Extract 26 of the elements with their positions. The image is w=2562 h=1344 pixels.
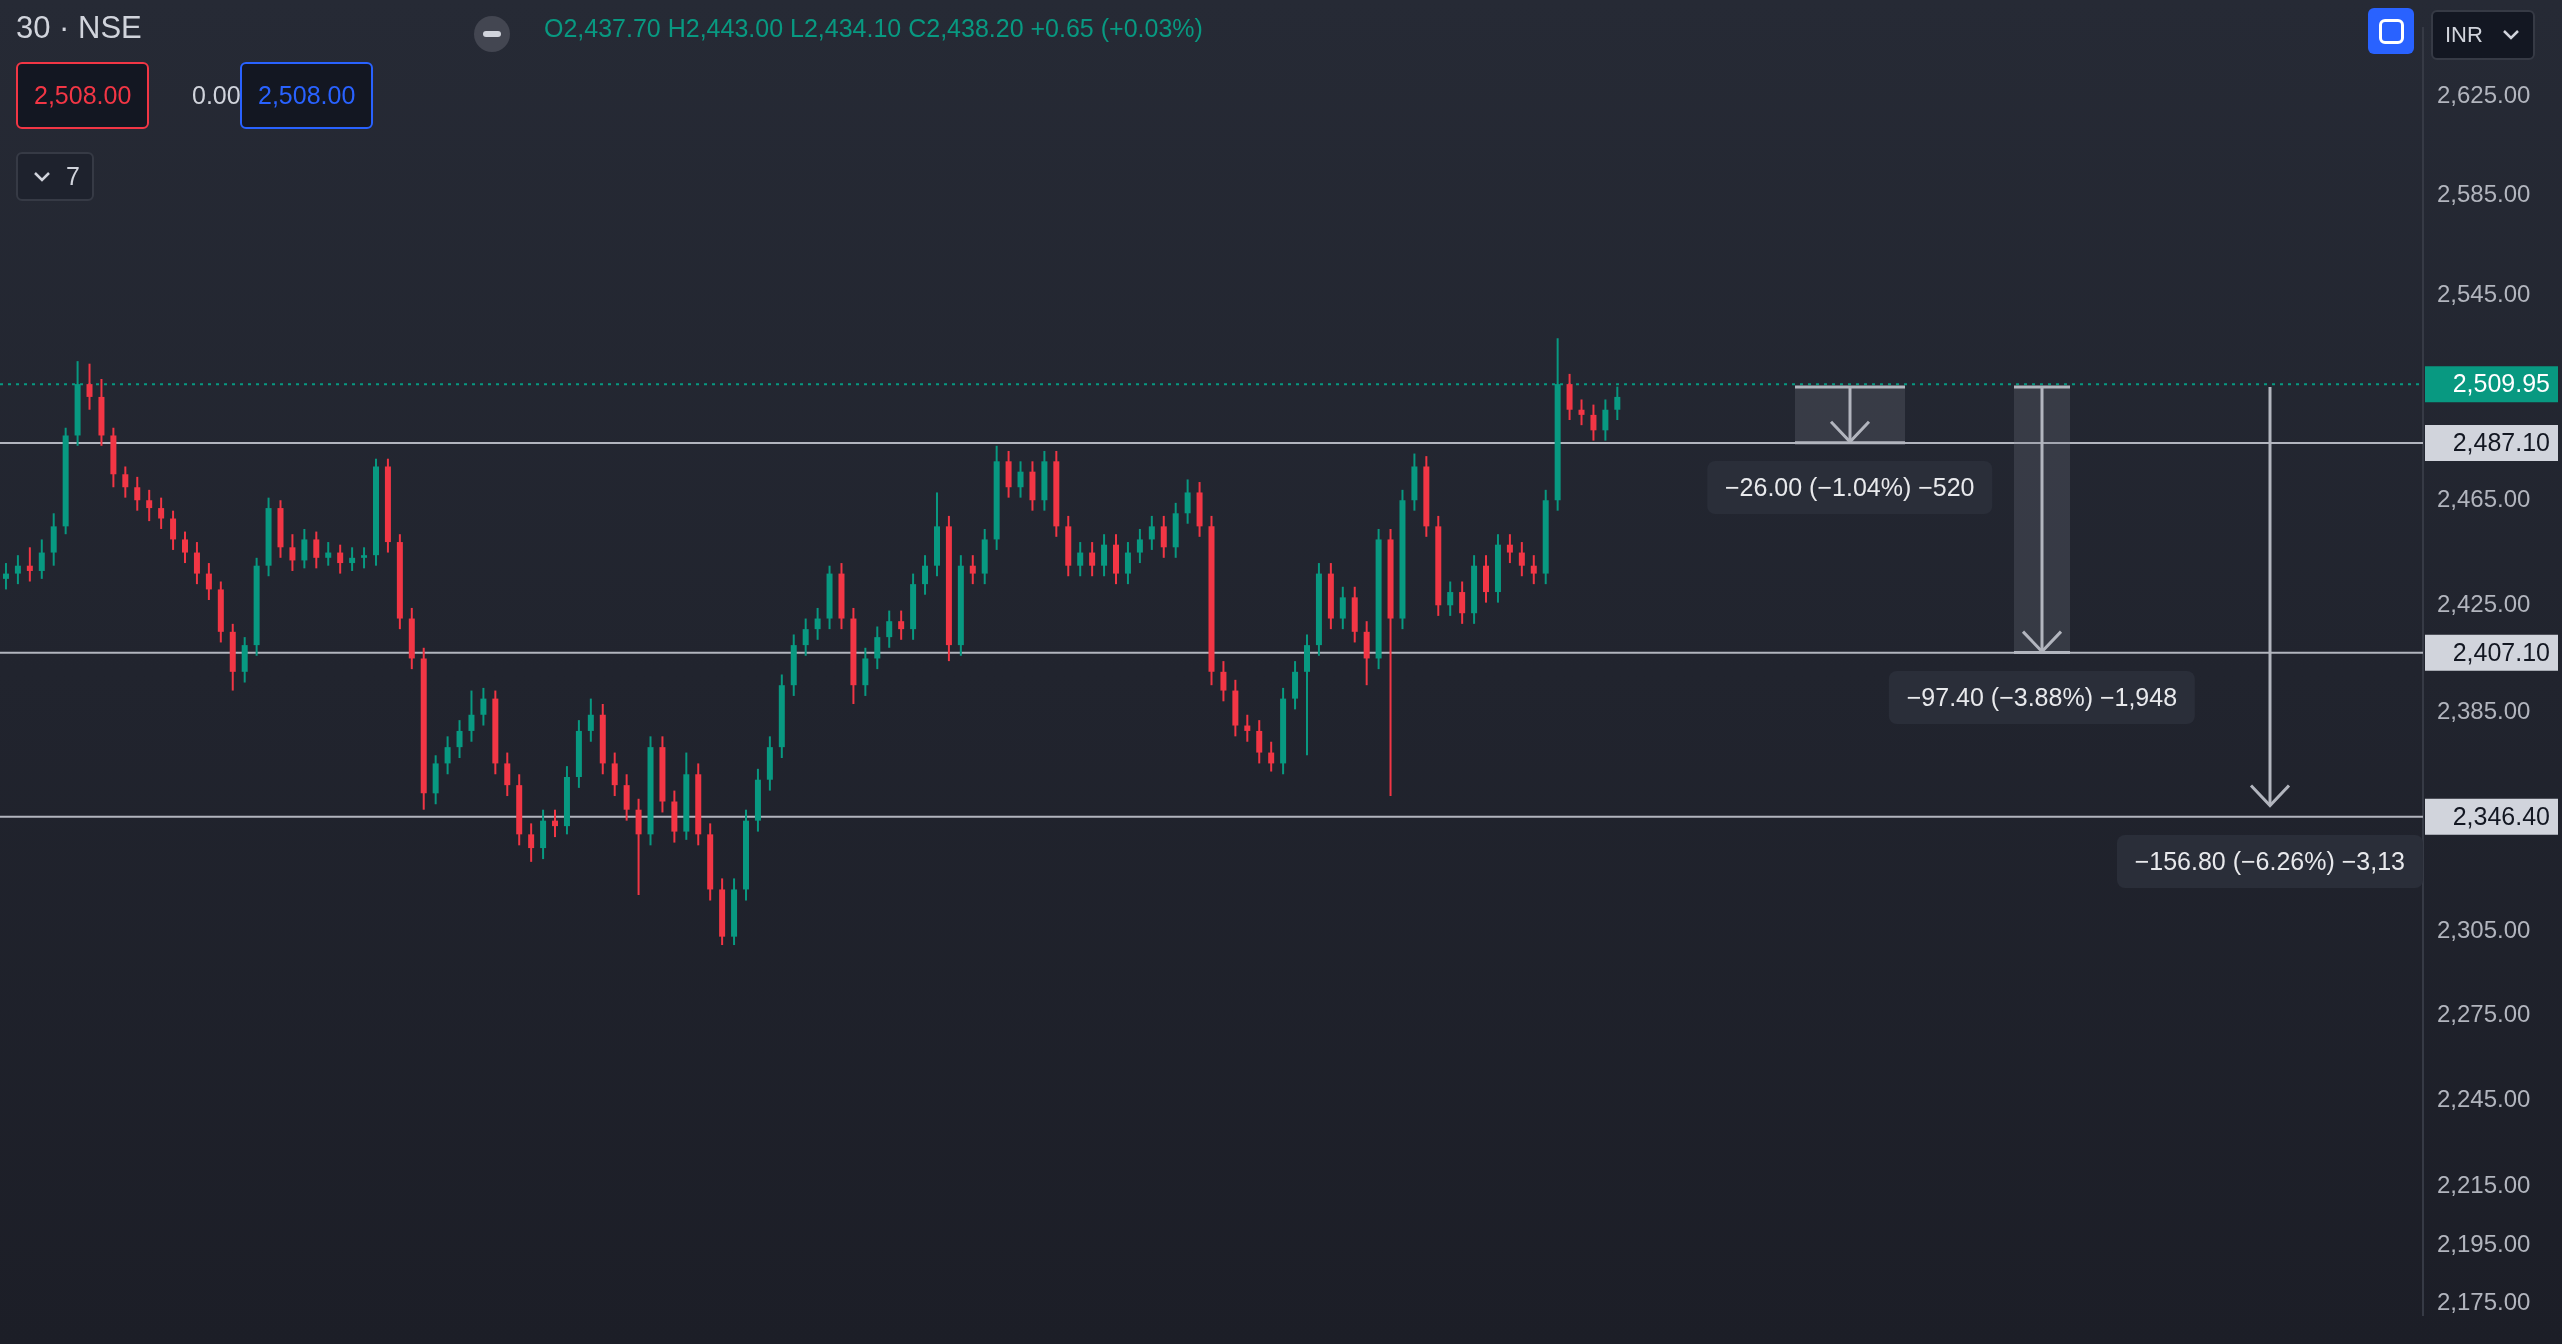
y-tick-label: 2,625.00 [2437,81,2531,109]
ref-line-label: 2,346.40 [2452,801,2550,830]
annotation: −97.40 (−3.88%) −1,948 [1888,670,2196,724]
y-tick-label: 2,545.00 [2437,279,2531,307]
text: INR [2445,22,2483,47]
y-tick-label: 2,425.00 [2437,589,2531,617]
y-tick-label: 2,275.00 [2437,999,2531,1027]
y-tick-label: 2,175.00 [2437,1288,2531,1316]
chart-title: 30 · NSE [16,10,142,46]
chart-subtitle: O2,437.70 H2,443.00 L2,434.10 C2,438.20 +0.65 (+0.03%) [544,14,1203,43]
ref-line-label: 2,509.95 [2452,369,2550,398]
y-tick-label: 2,305.00 [2437,915,2531,943]
annotation: 7 [66,162,80,190]
annotation: −26.00 (−1.04%) −520 [1707,460,1993,514]
ref-line-label: 2,407.10 [2452,637,2550,666]
y-tick-label: 2,585.00 [2437,179,2531,207]
y-tick-label: 2,195.00 [2437,1229,2531,1257]
y-tick-label: 2,215.00 [2437,1171,2531,1199]
annotation: 2,508.00 [258,81,356,109]
annotation: −156.80 (−6.26%) −3,13 [2116,834,2423,888]
annotation: 2,508.00 [34,81,132,109]
y-tick-label: 2,465.00 [2437,484,2531,512]
y-tick-label: 2,245.00 [2437,1085,2531,1113]
y-tick-label: 2,385.00 [2437,696,2531,724]
ref-line-label: 2,487.10 [2452,427,2550,456]
annotation: 0.00 [192,81,241,109]
